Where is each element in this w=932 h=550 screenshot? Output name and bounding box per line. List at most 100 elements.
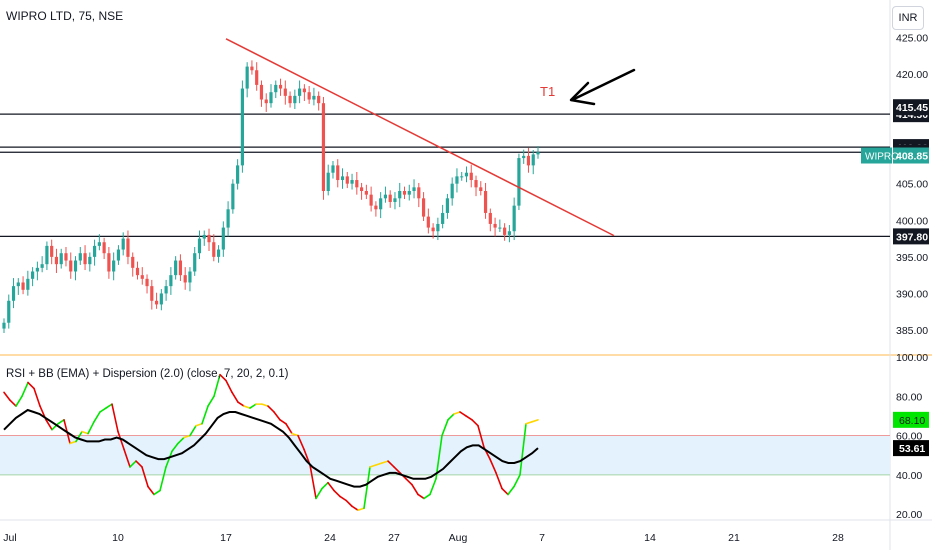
rsi-segment [429, 477, 437, 496]
candle-body [479, 187, 483, 191]
candle-body [135, 267, 140, 276]
rsi-segment [27, 381, 35, 390]
rsi-segment [249, 403, 257, 409]
candle-body [441, 212, 445, 224]
candle-body [426, 216, 430, 228]
price-tick-label: 395.00 [896, 252, 928, 264]
rsi-segment [381, 460, 389, 464]
candle-body [178, 260, 183, 276]
rsi-segment [273, 411, 281, 421]
candle-body [350, 180, 354, 184]
candle-body [116, 249, 121, 261]
rsi-segment [243, 405, 251, 409]
last-price-tag [893, 147, 929, 164]
candle-body [364, 191, 368, 195]
rsi-segment [309, 464, 317, 500]
rsi-segment [189, 424, 197, 437]
candle-body [288, 95, 292, 104]
candle-body [88, 256, 92, 265]
candle-body [293, 95, 297, 104]
currency-button[interactable]: INR [892, 6, 924, 30]
rsi-segment [117, 430, 125, 451]
candle-body [312, 95, 316, 100]
candle-body [374, 205, 378, 210]
candle-body [421, 198, 426, 217]
indicator-title[interactable]: RSI + BB (EMA) + Dispersion (2.0) (close… [6, 368, 289, 380]
candle-body [498, 227, 502, 229]
basis-line [3, 408, 539, 488]
basis-value-label: 53.61 [899, 443, 925, 455]
candle-body [345, 176, 349, 184]
candle-body [507, 231, 511, 235]
candle-body [107, 253, 111, 272]
series-name-tag [861, 147, 892, 164]
rsi-segment [93, 411, 101, 423]
candle-body [393, 198, 397, 202]
candle-body [274, 84, 278, 93]
candle-body [212, 242, 216, 257]
candle-body [536, 152, 540, 155]
candle-body [159, 293, 163, 305]
candle-body [21, 282, 25, 290]
annotation-text: T1 [540, 84, 555, 99]
rsi-segment [447, 413, 455, 421]
basis-value-tag [893, 440, 929, 457]
x-tick-label: 17 [220, 532, 232, 544]
candle-body [488, 212, 492, 224]
candle-body [436, 223, 440, 232]
rsi-segment [285, 422, 293, 435]
candle-body [407, 191, 411, 195]
candle-body [493, 223, 497, 228]
rsi-segment [75, 430, 83, 443]
rsi-segment [339, 495, 347, 502]
rsi-segment [435, 434, 443, 480]
candle-body [359, 187, 364, 191]
candle-body [417, 187, 421, 199]
candle-body [512, 205, 516, 232]
candle-body [197, 238, 202, 254]
candle-body [174, 260, 178, 276]
candle-body [240, 88, 244, 166]
candle-body [54, 256, 59, 265]
trendline[interactable] [225, 38, 615, 237]
rsi-tick-label: 100.00 [896, 352, 928, 364]
x-tick-label: 27 [388, 532, 400, 544]
candle-body [269, 92, 273, 104]
price-label: 415.45 [896, 102, 928, 114]
candle-body [412, 187, 416, 191]
candle-body [164, 286, 168, 294]
rsi-segment [501, 487, 509, 496]
candle-body [236, 165, 240, 184]
rsi-segment [363, 466, 371, 510]
rsi-segment [489, 458, 497, 474]
rsi-segment [519, 422, 527, 476]
candle-body [40, 264, 44, 268]
hline-price-label: 397.80 [896, 231, 928, 243]
rsi-segment [111, 403, 119, 433]
symbol-title[interactable]: WIPRO LTD, 75, NSE [6, 9, 124, 23]
candle-body [2, 322, 6, 329]
candle-body [517, 158, 521, 206]
price-tick-label: 425.00 [896, 32, 928, 44]
rsi-segment [453, 411, 461, 415]
rsi-segment [123, 448, 131, 468]
rsi-segment [165, 450, 173, 468]
candle-body [183, 275, 187, 283]
price-tick-label: 390.00 [896, 288, 928, 300]
rsi-segment [195, 422, 203, 427]
x-tick-label: 7 [539, 532, 545, 544]
candle-body [69, 260, 73, 272]
x-tick-label: 24 [324, 532, 336, 544]
candle-body [193, 253, 197, 272]
rsi-segment [105, 403, 113, 409]
candle-body [83, 253, 87, 265]
candle-body [145, 278, 149, 287]
arrow-shaft [570, 68, 636, 102]
series-name-label: WIPRO [865, 152, 899, 163]
candle-body [112, 260, 116, 272]
hline-price-tag [893, 228, 929, 245]
candle-body [336, 165, 340, 181]
rsi-segment [531, 419, 539, 423]
rsi-tick-label: 60.00 [896, 431, 922, 443]
